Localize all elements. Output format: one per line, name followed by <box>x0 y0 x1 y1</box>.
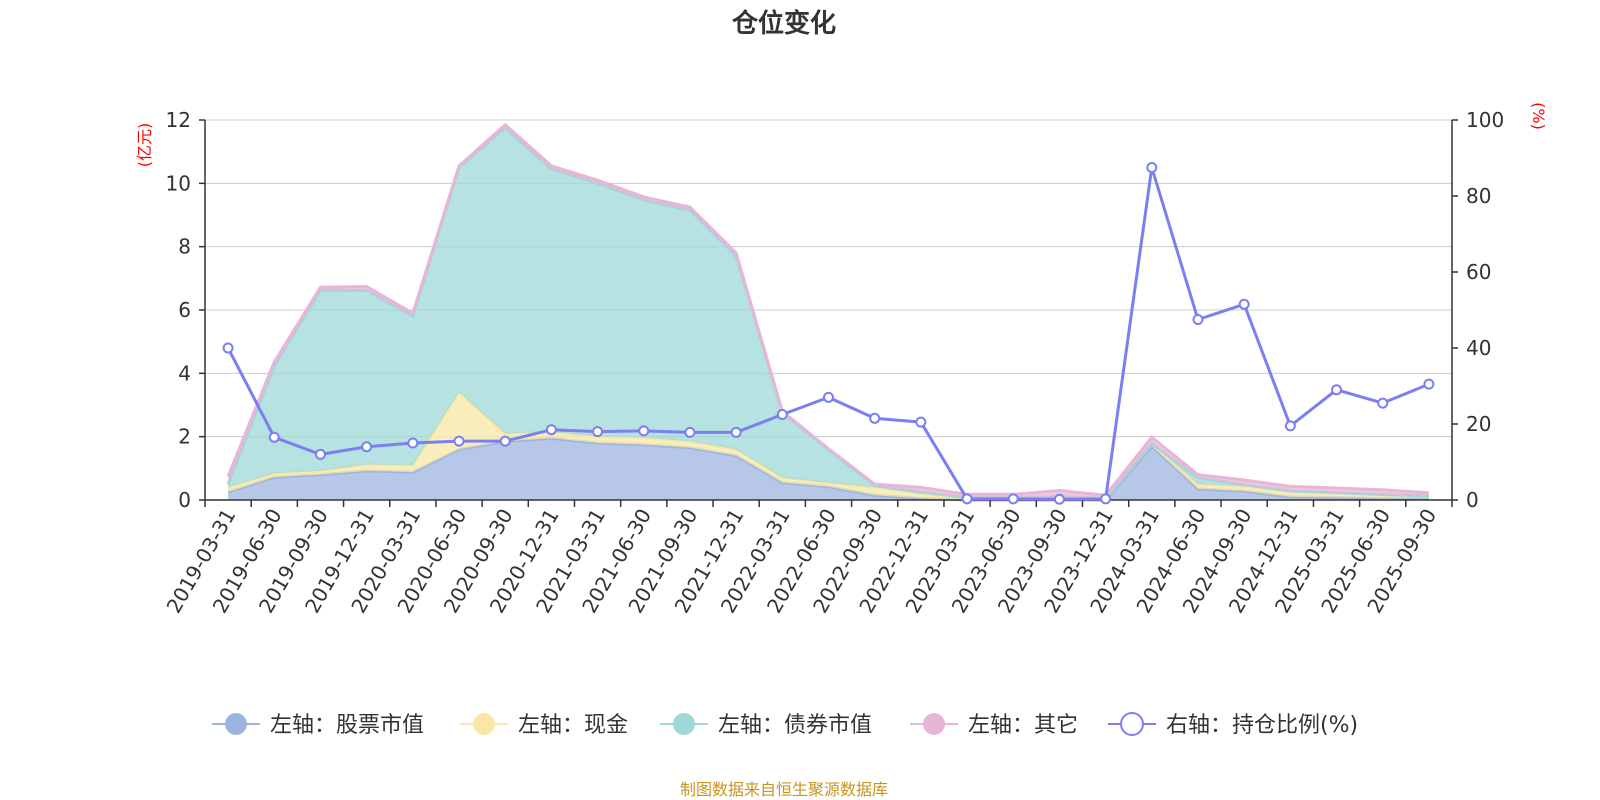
area-series-4-edge <box>226 122 1430 497</box>
ratio-point <box>453 435 465 447</box>
right-axis-unit: (%) <box>1529 102 1548 130</box>
legend-label-2: 左轴：现金 <box>518 713 628 738</box>
left-axis-unit: (亿元) <box>135 123 154 168</box>
left-axis-tick-label: 10 <box>166 171 191 195</box>
left-axis-tick-label: 2 <box>178 425 191 449</box>
ratio-point <box>499 435 511 447</box>
legend: 左轴：股票市值 左轴：现金 左轴：债券市值 左轴：其它 右轴：持仓比例(%) <box>212 712 1358 738</box>
left-axis-tick-label: 6 <box>178 298 191 322</box>
legend-marker-1 <box>225 713 247 735</box>
legend-label-1: 左轴：股票市值 <box>270 713 424 738</box>
ratio-point <box>961 493 973 505</box>
right-axis-tick-label: 80 <box>1466 184 1491 208</box>
left-axis-tick-label: 4 <box>178 361 191 385</box>
legend-marker-5 <box>1120 712 1144 736</box>
ratio-point <box>1284 420 1296 432</box>
ratio-point <box>1331 384 1343 396</box>
ratio-point <box>268 431 280 443</box>
legend-label-5: 右轴：持仓比例(%) <box>1166 713 1358 738</box>
legend-marker-4 <box>923 713 945 735</box>
right-axis-tick-label: 20 <box>1466 412 1491 436</box>
ratio-point <box>869 412 881 424</box>
ratio-line-group <box>222 162 1435 505</box>
left-axis-tick-label: 0 <box>178 488 191 512</box>
ratio-point <box>823 391 834 403</box>
chart-title: 仓位变化 <box>731 8 836 39</box>
data-source-note: 制图数据来自恒生聚源数据库 <box>680 780 888 799</box>
legend-label-4: 左轴：其它 <box>968 713 1078 738</box>
left-axis-tick-label: 8 <box>178 235 191 259</box>
left-axis-tick-label: 12 <box>166 108 191 132</box>
ratio-point <box>592 426 604 438</box>
ratio-point <box>1007 493 1019 505</box>
ratio-point <box>1146 162 1158 173</box>
ratio-point <box>684 426 696 438</box>
ratio-point <box>222 342 234 354</box>
legend-marker-3 <box>673 713 695 735</box>
right-axis-tick-label: 100 <box>1466 108 1504 132</box>
ratio-point <box>545 424 557 436</box>
right-axis-tick-label: 40 <box>1466 336 1491 360</box>
ratio-point <box>776 409 788 420</box>
ratio-point <box>915 416 927 428</box>
area-series-3 <box>228 127 1429 499</box>
ratio-point <box>1100 493 1112 505</box>
ratio-point <box>638 425 650 437</box>
right-axis-tick-label: 0 <box>1466 488 1479 512</box>
area-series-2 <box>228 392 1429 500</box>
ratio-point <box>1423 378 1435 390</box>
ratio-point <box>361 441 373 453</box>
legend-label-3: 左轴：债券市值 <box>718 713 872 738</box>
area-series-1 <box>228 438 1429 500</box>
ratio-point <box>407 437 419 449</box>
ratio-point <box>1377 397 1389 409</box>
legend-marker-2 <box>473 713 495 735</box>
ratio-point <box>1238 298 1250 310</box>
ratio-point <box>1192 314 1204 325</box>
ratio-point <box>314 448 326 460</box>
right-axis-tick-label: 60 <box>1466 260 1491 284</box>
ratio-point <box>730 426 742 438</box>
ratio-point <box>1053 493 1065 505</box>
